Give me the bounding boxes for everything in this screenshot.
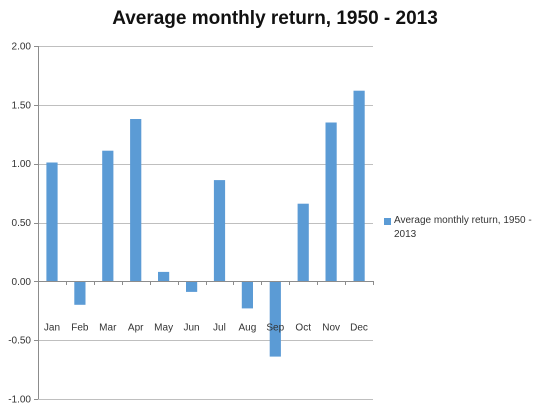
bar-oct [297, 203, 309, 282]
bar-jul [213, 180, 226, 282]
x-tick-label-sep: Sep [266, 322, 284, 333]
bar-mar [102, 150, 114, 282]
y-tick-label: 0.50 [12, 218, 32, 229]
bar-jun [186, 281, 198, 292]
y-tick-label: 2.00 [12, 42, 32, 53]
x-tick-label-aug: Aug [238, 322, 256, 333]
bar-may [158, 271, 170, 282]
x-tick-label-dec: Dec [350, 322, 368, 333]
x-tick-label-oct: Oct [295, 322, 311, 333]
x-tick-label-apr: Apr [128, 322, 144, 333]
y-axis-tick-labels: 2.00 1.50 1.00 0.50 0.00 -0.50 -1.00 [8, 42, 31, 406]
y-tick-label: 1.00 [12, 159, 32, 170]
x-tick-label-jun: Jun [183, 322, 199, 333]
y-tick-label: 0.00 [12, 277, 32, 288]
x-axis-tick-labels: Jan Feb Mar Apr May Jun Jul Aug Sep Oct Nov Dec [44, 322, 368, 333]
axes [34, 46, 374, 400]
legend-swatch [384, 218, 391, 225]
bar-dec [353, 90, 365, 282]
chart-title: Average monthly return, 1950 - 2013 [112, 8, 438, 29]
gridlines [38, 46, 373, 400]
x-tick-label-nov: Nov [322, 322, 340, 333]
x-tick-label-may: May [154, 322, 173, 333]
bar-feb [74, 281, 86, 305]
y-tick-label: -1.00 [8, 395, 31, 406]
bar-jan [46, 162, 58, 282]
x-tick-label-jan: Jan [44, 322, 60, 333]
bar-sep [269, 281, 281, 357]
x-tick-label-feb: Feb [71, 322, 89, 333]
bars [46, 90, 365, 357]
bar-aug [241, 281, 253, 309]
x-tick-label-jul: Jul [213, 322, 226, 333]
legend-label: Average monthly return, 1950 - 2013 [394, 215, 532, 240]
x-tick-label-mar: Mar [99, 322, 117, 333]
y-tick-label: -0.50 [8, 336, 31, 347]
legend: Average monthly return, 1950 - 2013 [384, 214, 544, 242]
y-tick-label: 1.50 [12, 100, 32, 111]
bar-nov [325, 122, 337, 282]
bar-apr [130, 119, 142, 282]
